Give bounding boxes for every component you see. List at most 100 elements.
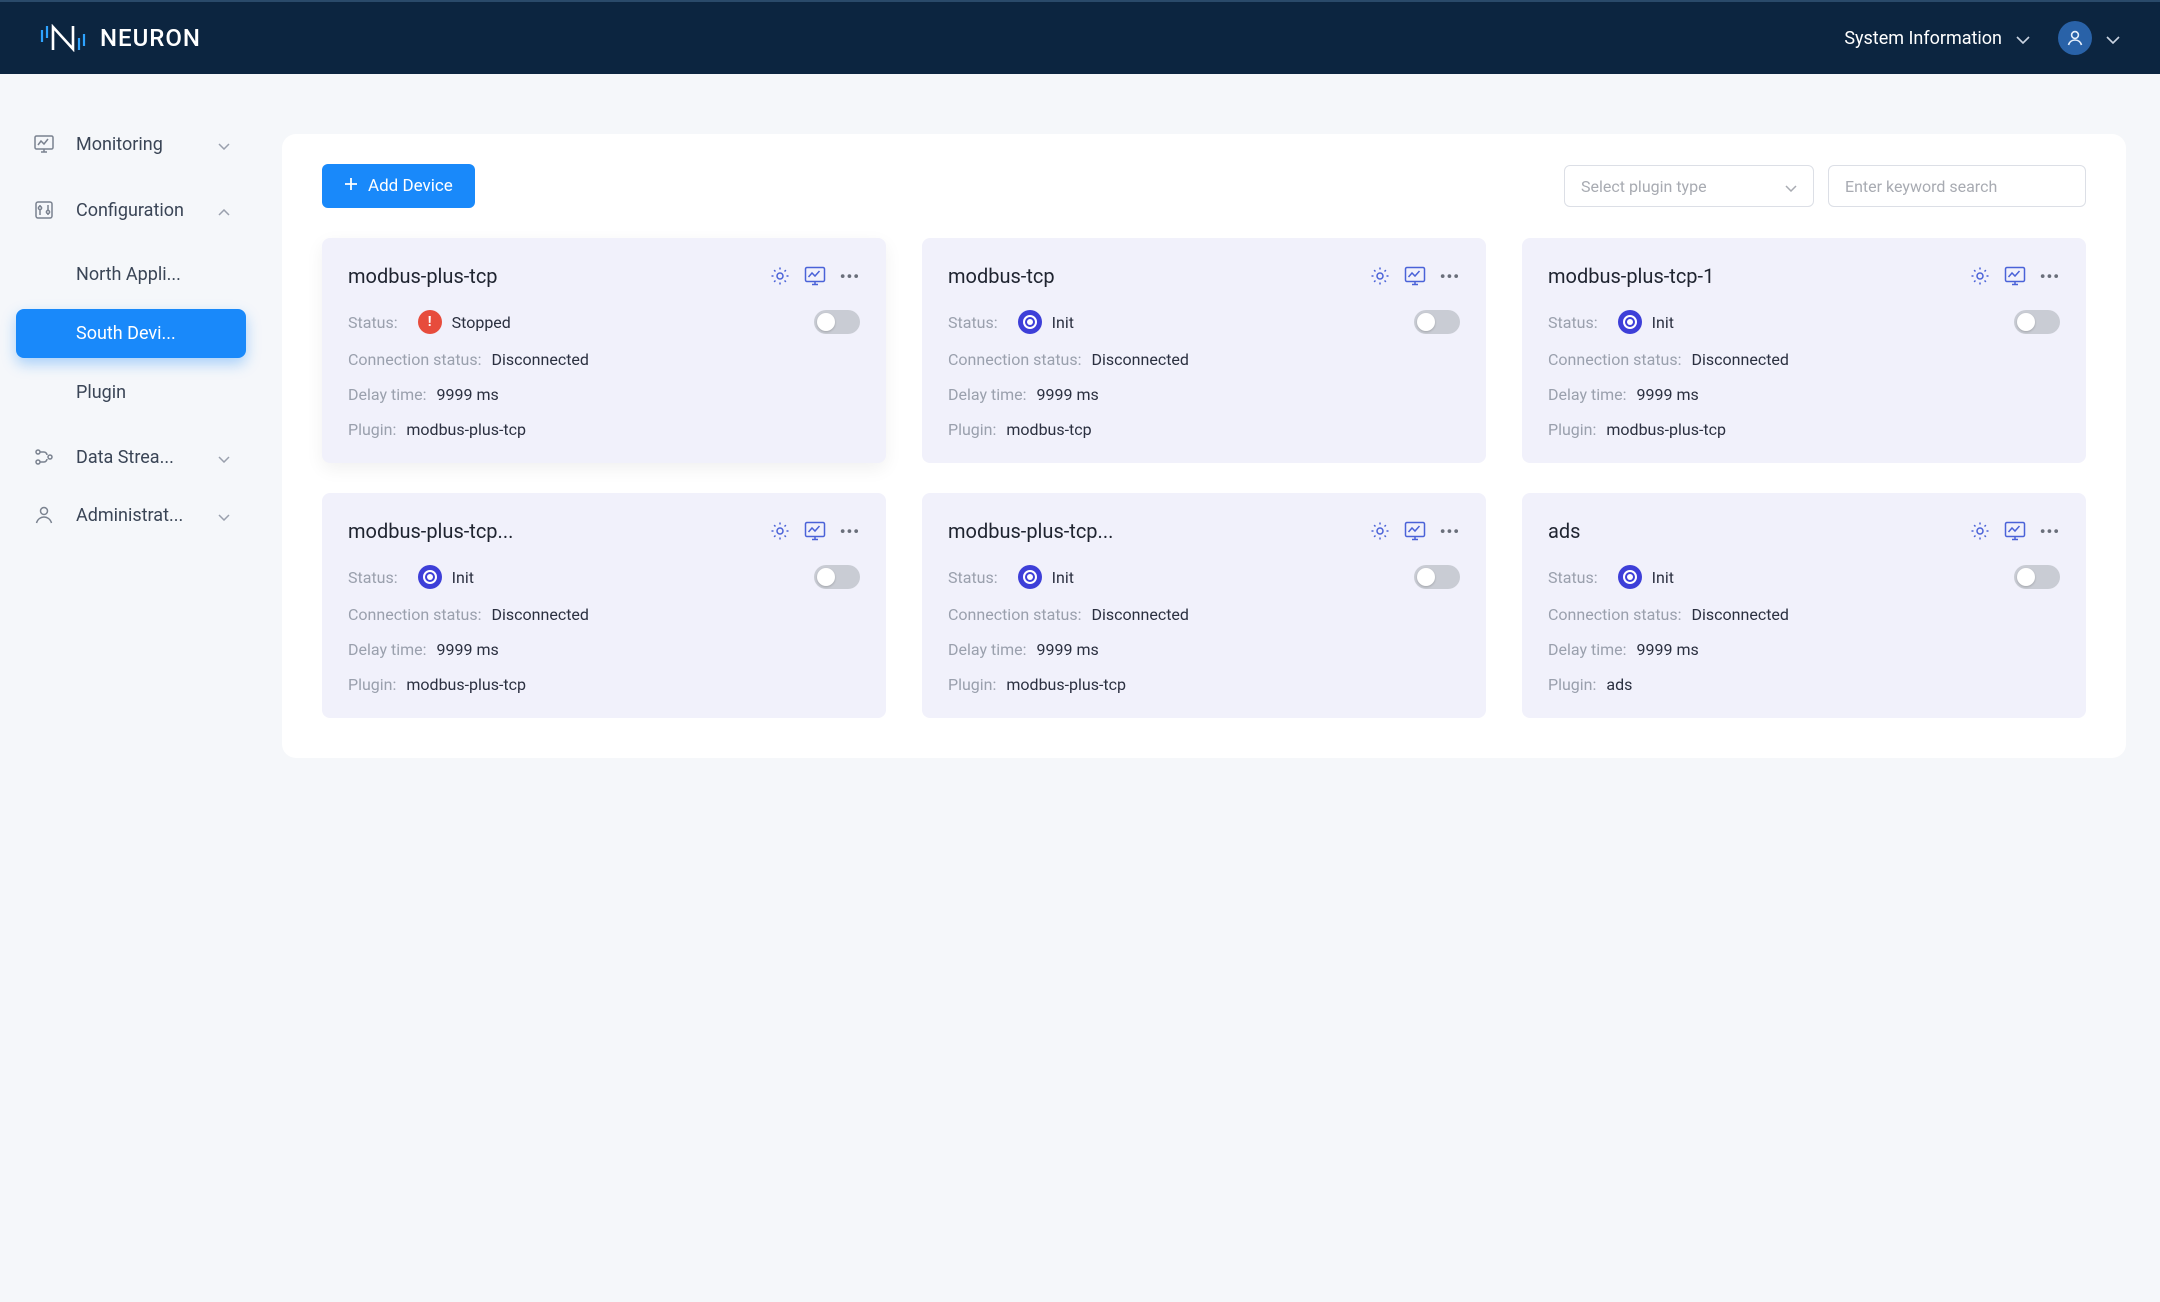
device-card[interactable]: modbus-plus-tcp...••• Status: Init Connecti…	[322, 493, 886, 718]
connection-row: Connection status:Disconnected	[948, 605, 1460, 624]
more-icon[interactable]: •••	[840, 522, 860, 541]
device-toggle[interactable]	[1414, 565, 1460, 589]
plugin-value: modbus-plus-tcp	[1006, 675, 1126, 694]
add-device-button[interactable]: Add Device	[322, 164, 475, 208]
plugin-label: Plugin:	[1548, 420, 1596, 439]
chart-icon[interactable]	[1404, 266, 1426, 286]
plugin-type-select[interactable]: Select plugin type	[1564, 165, 1814, 207]
gear-icon[interactable]	[1370, 266, 1390, 286]
card-header: modbus-plus-tcp•••	[348, 264, 860, 288]
chart-icon[interactable]	[2004, 521, 2026, 541]
plugin-row: Plugin:ads	[1548, 675, 2060, 694]
status-row: Status:Init	[1548, 565, 2060, 589]
plugin-label: Plugin:	[348, 675, 396, 694]
status-row: Status:Init	[948, 565, 1460, 589]
device-card[interactable]: modbus-tcp•••Status:InitConnection statu…	[922, 238, 1486, 463]
plugin-label: Plugin:	[1548, 675, 1596, 694]
device-toggle[interactable]	[814, 565, 860, 589]
status-label: Status:	[1548, 568, 1598, 587]
delay-row: Delay time:9999 ms	[948, 640, 1460, 659]
connection-label: Connection status:	[348, 605, 482, 624]
device-title: ads	[1548, 519, 1580, 543]
connection-row: Connection status: Disconnected	[348, 605, 860, 624]
status-value: Init	[1052, 313, 1074, 332]
sidebar-item-plugin[interactable]: Plugin	[16, 368, 246, 417]
sidebar-item-north[interactable]: North Appli...	[16, 250, 246, 299]
more-icon[interactable]: •••	[1440, 522, 1460, 541]
more-icon[interactable]: •••	[1440, 267, 1460, 286]
connection-label: Connection status:	[1548, 605, 1682, 624]
chevron-down-icon	[2106, 29, 2120, 48]
gear-icon[interactable]	[770, 266, 790, 286]
gear-icon[interactable]	[1370, 521, 1390, 541]
sidebar: Monitoring Configuration North Appli... …	[0, 74, 262, 758]
brand-text: NEURON	[100, 24, 201, 52]
connection-value: Disconnected	[492, 350, 589, 369]
connection-row: Connection status:Disconnected	[1548, 350, 2060, 369]
device-card[interactable]: modbus-plus-tcp-1•••Status:InitConnectio…	[1522, 238, 2086, 463]
chart-icon[interactable]	[2004, 266, 2026, 286]
sidebar-item-data-stream[interactable]: Data Strea...	[16, 435, 246, 479]
avatar	[2058, 21, 2092, 55]
plugin-row: Plugin:modbus-tcp	[948, 420, 1460, 439]
device-card[interactable]: modbus-plus-tcp... ••• Status:Init Connecti…	[922, 493, 1486, 718]
user-menu[interactable]	[2058, 21, 2120, 55]
delay-label: Delay time:	[1548, 385, 1627, 404]
status-indicator-icon	[1618, 310, 1642, 334]
sidebar-item-south[interactable]: South Devi...	[16, 309, 246, 358]
device-title: modbus-plus-tcp...	[948, 519, 1113, 543]
toolbar: Add Device Select plugin type	[322, 164, 2086, 208]
more-icon[interactable]: •••	[2040, 267, 2060, 286]
device-toggle[interactable]	[2014, 310, 2060, 334]
gear-icon[interactable]	[770, 521, 790, 541]
sidebar-item-configuration[interactable]: Configuration	[16, 184, 246, 236]
logo[interactable]: NEURON	[40, 24, 201, 52]
device-card-grid: modbus-plus-tcp•••Status:!StoppedConnect…	[322, 238, 2086, 718]
chevron-down-icon	[218, 134, 230, 155]
delay-label: Delay time:	[948, 385, 1027, 404]
device-card[interactable]: modbus-plus-tcp•••Status:!StoppedConnect…	[322, 238, 886, 463]
chart-icon[interactable]	[804, 266, 826, 286]
gear-icon[interactable]	[1970, 266, 1990, 286]
connection-row: Connection status:Disconnected	[348, 350, 860, 369]
sidebar-item-monitoring[interactable]: Monitoring	[16, 118, 246, 170]
delay-value: 9999 ms	[437, 385, 499, 404]
connection-value: Disconnected	[1092, 605, 1189, 624]
chart-icon[interactable]	[804, 521, 826, 541]
chevron-up-icon	[218, 200, 230, 221]
delay-row: Delay time:9999 ms	[1548, 640, 2060, 659]
plugin-row: Plugin:modbus-plus-tcp	[1548, 420, 2060, 439]
delay-label: Delay time:	[1548, 640, 1627, 659]
sidebar-item-label: Configuration	[76, 200, 198, 221]
user-icon	[2066, 29, 2084, 47]
connection-value: Disconnected	[492, 605, 589, 624]
connection-label: Connection status:	[1548, 350, 1682, 369]
search-input[interactable]	[1845, 177, 2069, 196]
status-value: Init	[452, 568, 474, 587]
toolbar-right: Select plugin type	[1564, 165, 2086, 207]
gear-icon[interactable]	[1970, 521, 1990, 541]
system-info-menu[interactable]: System Information	[1844, 28, 2030, 49]
status-indicator-icon	[1018, 310, 1042, 334]
status-indicator-icon	[1618, 565, 1642, 589]
search-input-wrap	[1828, 165, 2086, 207]
system-info-label: System Information	[1844, 28, 2002, 49]
more-icon[interactable]: •••	[840, 267, 860, 286]
user-icon	[32, 503, 56, 527]
chart-icon[interactable]	[1404, 521, 1426, 541]
plugin-label: Plugin:	[348, 420, 396, 439]
device-toggle[interactable]	[1414, 310, 1460, 334]
device-toggle[interactable]	[2014, 565, 2060, 589]
card-header: modbus-plus-tcp-1•••	[1548, 264, 2060, 288]
select-placeholder: Select plugin type	[1581, 177, 1707, 196]
card-header: modbus-plus-tcp...•••	[348, 519, 860, 543]
device-toggle[interactable]	[814, 310, 860, 334]
sidebar-item-label: Administrat...	[76, 505, 198, 526]
delay-label: Delay time:	[348, 385, 427, 404]
device-card[interactable]: ads ••• Status:Init Connection status: Disco…	[1522, 493, 2086, 718]
status-label: Status:	[348, 568, 398, 587]
card-actions: •••	[770, 266, 860, 286]
sidebar-item-admin[interactable]: Administrat...	[16, 493, 246, 537]
connection-value: Disconnected	[1692, 605, 1789, 624]
more-icon[interactable]: •••	[2040, 522, 2060, 541]
